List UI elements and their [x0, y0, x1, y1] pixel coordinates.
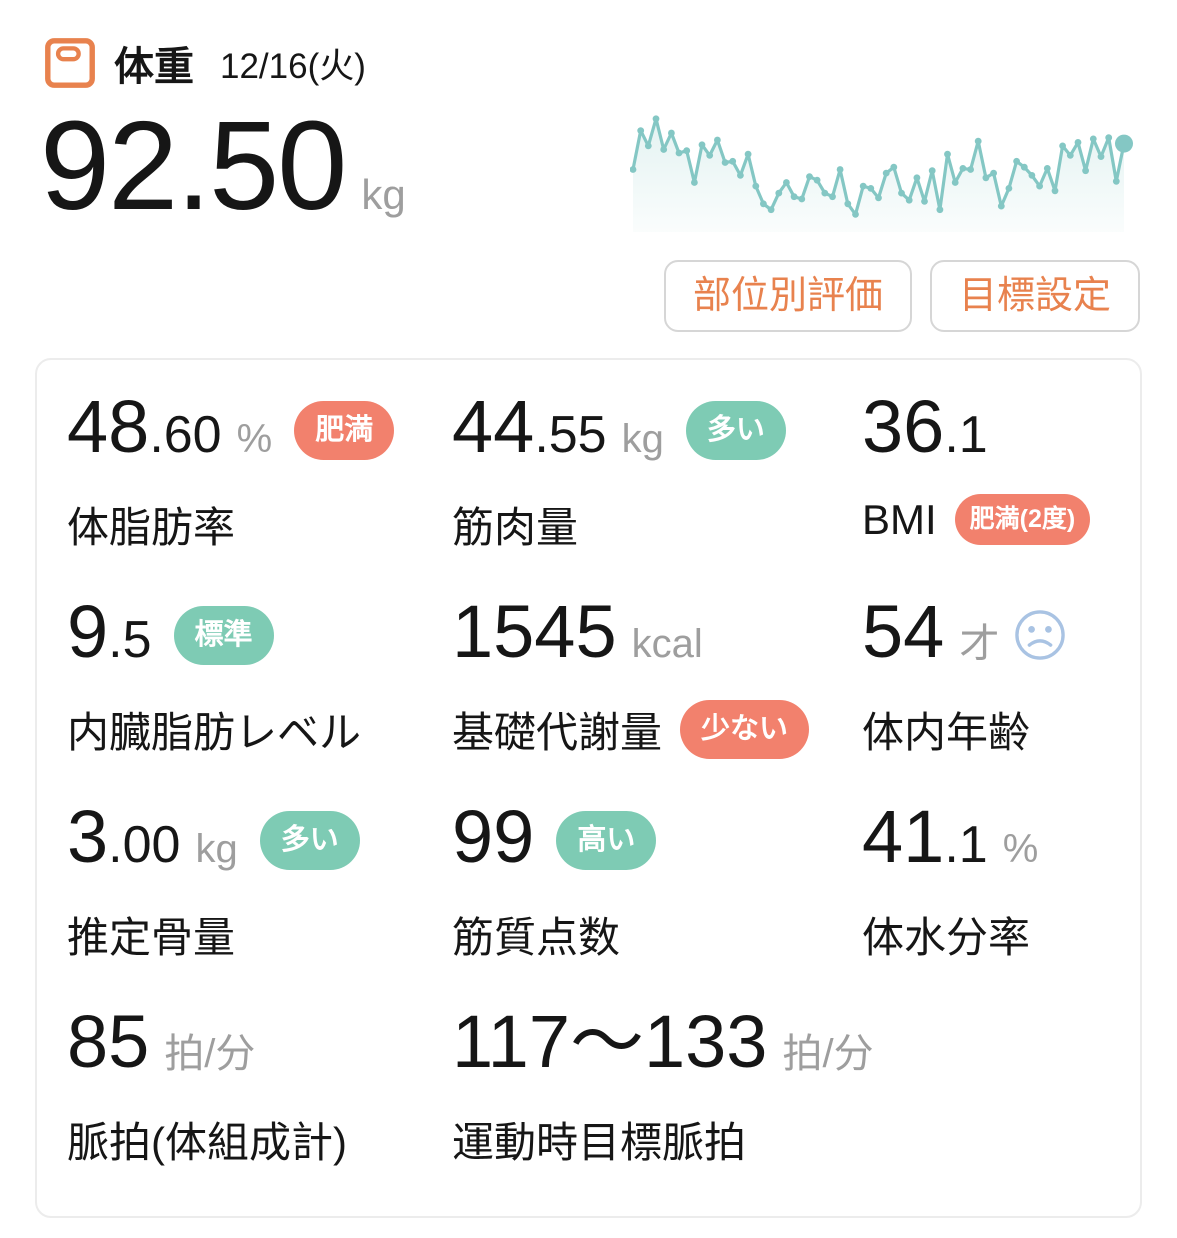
metric-label-line: 推定骨量 — [67, 904, 452, 965]
date-label: 12/16(火) — [220, 46, 366, 86]
metric-cell-muscle-quality-score: 99 高い 筋質点数 — [452, 800, 862, 1005]
metric-cell-exercise-target-pulse: 117〜133 拍/分 運動時目標脈拍 — [452, 1005, 1110, 1210]
metric-unit: 拍/分 — [164, 1032, 256, 1076]
status-badge: 肥満 — [294, 400, 395, 460]
metric-label: 体内年齢 — [862, 709, 1031, 756]
metric-cell-estimated-bone-mass: 3.00 kg 多い 推定骨量 — [67, 800, 452, 1005]
metric-value-decimal: .1 — [944, 406, 988, 464]
metric-value: 9 — [67, 590, 109, 673]
metric-label: 体水分率 — [862, 914, 1031, 961]
metric-label: 脈拍(体組成計) — [67, 1119, 347, 1166]
metric-value-line: 85 拍/分 — [67, 1005, 452, 1085]
metric-cell-body-age: 54 才 体内年齢 — [862, 595, 1110, 800]
metric-value-line: 3.00 kg 多い — [67, 800, 452, 880]
metric-unit: % — [236, 417, 273, 461]
goal-setting-button[interactable]: 目標設定 — [929, 260, 1140, 332]
metric-label: 筋肉量 — [452, 504, 579, 551]
sad-face-icon — [1015, 610, 1066, 660]
weight-block: 92.50 kg — [40, 94, 406, 239]
metric-label: 内臓脂肪レベル — [67, 709, 362, 756]
status-badge: 肥満(2度) — [954, 494, 1091, 545]
status-badge: 多い — [685, 400, 786, 460]
metric-unit: 才 — [959, 622, 1000, 666]
metric-value: 48 — [67, 385, 150, 468]
status-badge: 多い — [259, 810, 360, 870]
metric-cell-pulse-body-composition: 85 拍/分 脈拍(体組成計) — [67, 1005, 452, 1210]
metric-label: 体脂肪率 — [67, 504, 236, 551]
metric-value-line: 9.5 標準 — [67, 595, 452, 675]
scale-icon — [45, 38, 95, 88]
metric-label-line: 基礎代謝量 少ない — [452, 699, 862, 760]
metric-cell-muscle-mass: 44.55 kg 多い 筋肉量 — [452, 390, 862, 595]
metric-unit: kcal — [631, 622, 703, 666]
metric-label-line: 脈拍(体組成計) — [67, 1109, 452, 1170]
metric-label: 運動時目標脈拍 — [452, 1119, 747, 1166]
metric-label: BMI — [862, 495, 937, 543]
metric-unit: kg — [195, 827, 238, 871]
metric-label-line: 体水分率 — [862, 904, 1110, 965]
header: 体重 12/16(火) — [0, 0, 1177, 92]
status-badge: 少ない — [680, 700, 810, 759]
metric-label-line: 筋肉量 — [452, 494, 862, 555]
metric-cell-basal-metabolic-rate: 1545 kcal 基礎代謝量 少ない — [452, 595, 862, 800]
metric-label: 推定骨量 — [67, 914, 236, 961]
status-badge: 標準 — [173, 605, 274, 665]
metric-label-line: BMI 肥満(2度) — [862, 494, 1110, 545]
metric-label-line: 体内年齢 — [862, 699, 1110, 760]
metric-cell-visceral-fat-level: 9.5 標準 内臓脂肪レベル — [67, 595, 452, 800]
part-evaluation-button[interactable]: 部位別評価 — [663, 260, 912, 332]
metric-value-line: 44.55 kg 多い — [452, 390, 862, 470]
metric-cell-body-water-rate: 41.1 % 体水分率 — [862, 800, 1110, 1005]
metric-value-line: 99 高い — [452, 800, 862, 880]
metric-value-line: 41.1 % — [862, 800, 1110, 880]
metrics-card: 48.60 % 肥満 体脂肪率 44.55 kg 多い 筋肉量 36.1 — [35, 358, 1142, 1218]
metric-value-decimal: .1 — [944, 816, 988, 874]
metric-value-line: 36.1 — [862, 390, 1110, 470]
metric-cell-bmi: 36.1 BMI 肥満(2度) — [862, 390, 1110, 595]
metric-unit: kg — [621, 417, 664, 461]
metric-value-decimal: .5 — [108, 611, 152, 669]
metric-value-line: 54 才 — [862, 595, 1110, 675]
action-buttons: 部位別評価 目標設定 — [663, 260, 1140, 332]
metric-value-decimal: .55 — [534, 406, 607, 464]
metric-value-line: 1545 kcal — [452, 595, 862, 675]
metric-label: 筋質点数 — [452, 914, 621, 961]
metric-value: 36 — [862, 385, 945, 468]
weight-sparkline-chart[interactable] — [630, 98, 1140, 232]
metric-value: 1545 — [452, 590, 617, 673]
metric-value: 117〜133 — [452, 1000, 768, 1083]
metric-value-decimal: .60 — [149, 406, 222, 464]
metric-label-line: 内臓脂肪レベル — [67, 699, 452, 760]
metric-value: 99 — [452, 795, 535, 878]
metric-label-line: 筋質点数 — [452, 904, 862, 965]
metric-value-line: 48.60 % 肥満 — [67, 390, 452, 470]
weight-value: 92.50 — [40, 95, 347, 236]
page-title: 体重 — [114, 45, 194, 89]
metric-cell-body-fat-rate: 48.60 % 肥満 体脂肪率 — [67, 390, 452, 595]
metric-label-line: 体脂肪率 — [67, 494, 452, 555]
metric-value: 85 — [67, 1000, 150, 1083]
metric-value-line: 117〜133 拍/分 — [452, 1005, 1110, 1085]
metric-value: 3 — [67, 795, 109, 878]
metric-value: 54 — [862, 590, 945, 673]
metric-label: 基礎代謝量 — [452, 709, 663, 756]
metric-unit: 拍/分 — [782, 1032, 874, 1076]
hero-section: 92.50 kg 部位別評価 目標設定 — [0, 92, 1177, 332]
metric-unit: % — [1002, 827, 1039, 871]
metric-value: 44 — [452, 385, 535, 468]
metric-value-decimal: .00 — [108, 816, 181, 874]
status-badge: 高い — [556, 810, 657, 870]
weight-unit: kg — [361, 171, 406, 218]
metric-value: 41 — [862, 795, 945, 878]
metric-label-line: 運動時目標脈拍 — [452, 1109, 1110, 1170]
